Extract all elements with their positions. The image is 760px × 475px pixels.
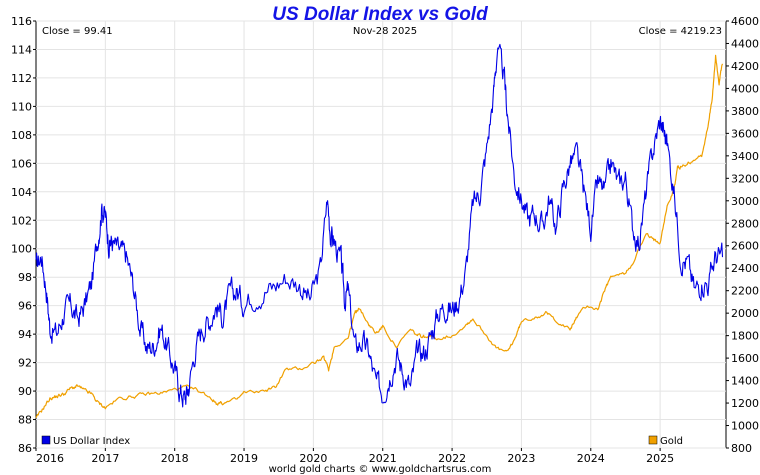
x-tick-label: 2019 [230, 452, 258, 465]
right-tick-label: 1000 [731, 420, 759, 433]
series-line-dollar-index [35, 43, 724, 408]
right-tick-label: 4600 [731, 15, 759, 28]
plot-area [35, 20, 727, 449]
left-tick-label: 90 [18, 385, 32, 398]
x-tick-label: 2025 [646, 452, 674, 465]
right-tick-label: 4000 [731, 82, 759, 95]
legend-swatch-dollar [41, 435, 51, 445]
left-tick-label: 112 [11, 72, 32, 85]
right-tick-label: 3000 [731, 195, 759, 208]
left-tick-label: 114 [11, 43, 32, 56]
x-tick-label: 2022 [438, 452, 466, 465]
x-tick-label: 2016 [36, 452, 64, 465]
legend-label-gold: Gold [660, 436, 683, 447]
left-tick-label: 116 [11, 15, 32, 28]
left-tick-label: 102 [11, 214, 32, 227]
right-tick-label: 4400 [731, 37, 759, 50]
right-tick-label: 2200 [731, 285, 759, 298]
date-label: Nov-28 2025 [353, 26, 417, 37]
x-tick-label: 2021 [369, 452, 397, 465]
left-tick-label: 92 [18, 357, 32, 370]
right-axis: 800 1000 1200 1400 1600 1800 2000 2200 2400 2600 2… [726, 15, 759, 455]
left-tick-label: 104 [11, 186, 32, 199]
right-tick-label: 3800 [731, 105, 759, 118]
left-axis: 86 88 90 92 94 96 98 100 102 104 106 108 110 112 114 11… [11, 15, 36, 455]
right-tick-label: 1200 [731, 397, 759, 410]
left-tick-label: 108 [11, 129, 32, 142]
left-tick-label: 88 [18, 414, 32, 427]
x-tick-label: 2023 [507, 452, 535, 465]
series-line-gold [35, 54, 724, 418]
right-tick-label: 2600 [731, 240, 759, 253]
left-tick-label: 98 [18, 271, 32, 284]
left-tick-label: 86 [18, 442, 32, 455]
x-tick-label: 2018 [161, 452, 189, 465]
right-tick-label: 3400 [731, 150, 759, 163]
legend-label-dollar: US Dollar Index [53, 436, 130, 447]
right-tick-label: 3600 [731, 127, 759, 140]
x-tick-label: 2017 [91, 452, 119, 465]
right-tick-label: 2000 [731, 307, 759, 320]
left-tick-label: 110 [11, 100, 32, 113]
left-tick-label: 106 [11, 157, 32, 170]
left-tick-label: 96 [18, 300, 32, 313]
x-tick-label: 2024 [577, 452, 605, 465]
left-tick-label: 100 [11, 243, 32, 256]
footer-credit: world gold charts © www.goldchartsrus.co… [269, 464, 492, 475]
right-tick-label: 1600 [731, 352, 759, 365]
right-tick-label: 2800 [731, 217, 759, 230]
chart-title: US Dollar Index vs Gold [272, 4, 488, 25]
right-tick-label: 800 [731, 442, 752, 455]
x-axis: 2016 2017 2018 2019 2020 2021 2022 2023 2024 2025 [35, 448, 674, 465]
right-tick-label: 1800 [731, 330, 759, 343]
right-tick-label: 1400 [731, 375, 759, 388]
right-tick-label: 2400 [731, 262, 759, 275]
close-right-label: Close = 4219.23 [639, 26, 722, 37]
right-tick-label: 4200 [731, 60, 759, 73]
right-tick-label: 3200 [731, 172, 759, 185]
x-tick-label: 2020 [299, 452, 327, 465]
legend-swatch-gold [648, 435, 658, 445]
close-left-label: Close = 99.41 [42, 26, 113, 37]
left-tick-label: 94 [18, 328, 32, 341]
series-layer [35, 43, 724, 418]
